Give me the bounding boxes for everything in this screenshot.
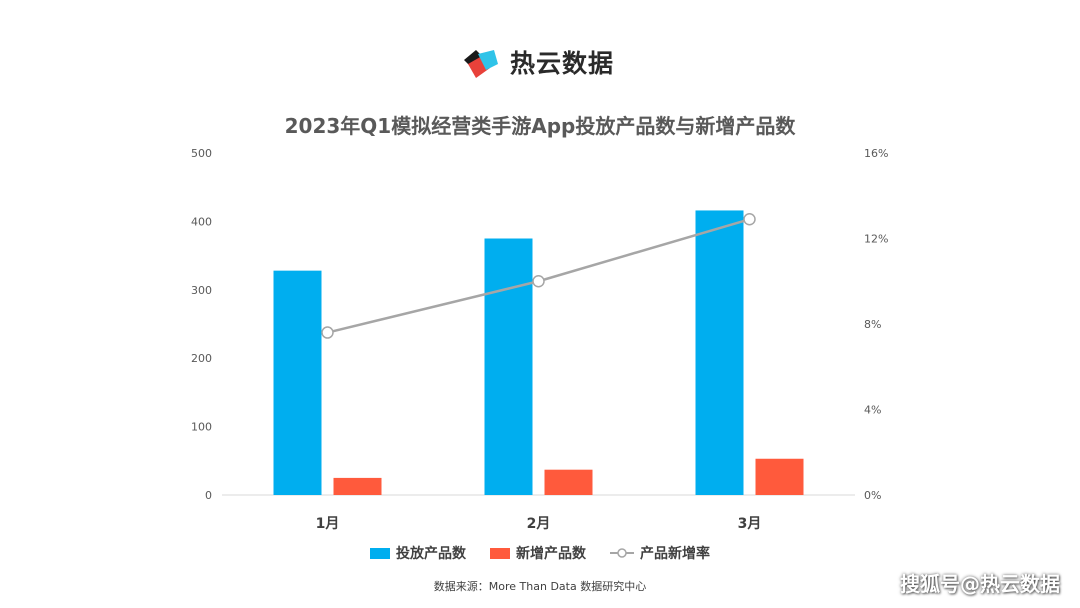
chart-title: 2023年Q1模拟经营类手游App投放产品数与新增产品数 (284, 114, 796, 138)
bar-primary (273, 270, 322, 495)
x-tick-label: 1月 (316, 516, 340, 532)
legend-swatch-bar-primary (370, 547, 390, 559)
legend-label-secondary: 新增产品数 (516, 546, 586, 562)
chart-legend: 投放产品数 新增产品数 产品新增率 (0, 543, 1080, 563)
y-left-tick-label: 0 (205, 489, 212, 502)
legend-item-primary: 投放产品数 (370, 543, 466, 563)
y-left-tick-label: 100 (191, 421, 212, 434)
y-right-tick-label: 4% (864, 404, 881, 417)
bar-secondary (333, 477, 382, 495)
y-left-tick-label: 200 (191, 352, 212, 365)
y-right-tick-label: 8% (864, 318, 881, 331)
line-point (743, 213, 756, 226)
brand-logo: 热云数据 (460, 38, 630, 86)
y-left-tick-label: 500 (191, 147, 212, 160)
brand-logo-icon (464, 50, 498, 78)
y-right-tick-label: 16% (864, 147, 888, 160)
bar-primary (484, 238, 533, 495)
line-point (532, 275, 545, 288)
legend-label-primary: 投放产品数 (396, 546, 466, 562)
source-note: 数据来源：More Than Data 数据研究中心 (433, 580, 647, 593)
y-left-tick-label: 300 (191, 284, 212, 297)
bar-primary (695, 210, 744, 495)
x-tick-label: 2月 (527, 516, 551, 532)
legend-item-line: 产品新增率 (610, 543, 710, 563)
y-right-tick-label: 12% (864, 233, 888, 246)
y-left-tick-label: 400 (191, 215, 212, 228)
legend-item-secondary: 新增产品数 (490, 543, 586, 563)
line-point (321, 326, 334, 339)
watermark: 搜狐号@热云数据 (900, 572, 1060, 596)
brand-name: 热云数据 (510, 49, 615, 78)
bar-secondary (755, 458, 804, 495)
legend-swatch-line (610, 548, 634, 558)
legend-label-line: 产品新增率 (640, 546, 710, 562)
bar-secondary (544, 469, 593, 495)
legend-swatch-bar-secondary (490, 547, 510, 559)
y-right-tick-label: 0% (864, 489, 881, 502)
x-tick-label: 3月 (738, 516, 762, 532)
